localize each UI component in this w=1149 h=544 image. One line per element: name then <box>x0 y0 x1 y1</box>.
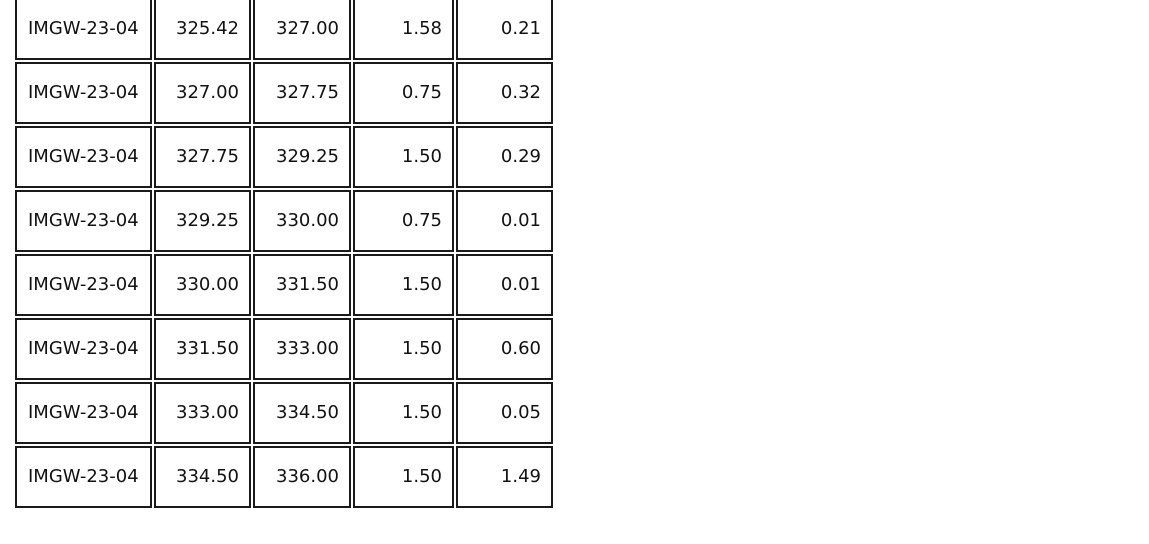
table-row: IMGW-23-04 327.75 329.25 1.50 0.29 <box>15 126 553 188</box>
hole-id-cell: IMGW-23-04 <box>15 254 152 316</box>
hole-id-cell: IMGW-23-04 <box>15 62 152 124</box>
hole-id-cell: IMGW-23-04 <box>15 190 152 252</box>
from-cell: 327.00 <box>154 62 251 124</box>
to-cell: 334.50 <box>253 382 351 444</box>
to-cell: 333.00 <box>253 318 351 380</box>
length-cell: 1.58 <box>353 0 454 60</box>
value-cell: 0.32 <box>456 62 553 124</box>
length-cell: 1.50 <box>353 446 454 508</box>
length-cell: 0.75 <box>353 62 454 124</box>
hole-id-cell: IMGW-23-04 <box>15 126 152 188</box>
from-cell: 327.75 <box>154 126 251 188</box>
value-cell: 0.01 <box>456 254 553 316</box>
value-cell: 0.05 <box>456 382 553 444</box>
to-cell: 330.00 <box>253 190 351 252</box>
value-cell: 1.49 <box>456 446 553 508</box>
from-cell: 334.50 <box>154 446 251 508</box>
hole-id-cell: IMGW-23-04 <box>15 382 152 444</box>
value-cell: 0.01 <box>456 190 553 252</box>
value-cell: 0.29 <box>456 126 553 188</box>
table-row: IMGW-23-04 325.42 327.00 1.58 0.21 <box>15 0 553 60</box>
to-cell: 327.75 <box>253 62 351 124</box>
table-row: IMGW-23-04 329.25 330.00 0.75 0.01 <box>15 190 553 252</box>
length-cell: 1.50 <box>353 254 454 316</box>
table-row: IMGW-23-04 333.00 334.50 1.50 0.05 <box>15 382 553 444</box>
value-cell: 0.60 <box>456 318 553 380</box>
length-cell: 0.75 <box>353 190 454 252</box>
table-row: IMGW-23-04 334.50 336.00 1.50 1.49 <box>15 446 553 508</box>
from-cell: 329.25 <box>154 190 251 252</box>
hole-id-cell: IMGW-23-04 <box>15 318 152 380</box>
hole-id-cell: IMGW-23-04 <box>15 0 152 60</box>
from-cell: 325.42 <box>154 0 251 60</box>
hole-id-cell: IMGW-23-04 <box>15 446 152 508</box>
from-cell: 331.50 <box>154 318 251 380</box>
length-cell: 1.50 <box>353 382 454 444</box>
length-cell: 1.50 <box>353 318 454 380</box>
to-cell: 336.00 <box>253 446 351 508</box>
from-cell: 333.00 <box>154 382 251 444</box>
table-row: IMGW-23-04 327.00 327.75 0.75 0.32 <box>15 62 553 124</box>
value-cell: 0.21 <box>456 0 553 60</box>
from-cell: 330.00 <box>154 254 251 316</box>
to-cell: 327.00 <box>253 0 351 60</box>
length-cell: 1.50 <box>353 126 454 188</box>
table-row: IMGW-23-04 330.00 331.50 1.50 0.01 <box>15 254 553 316</box>
data-table: IMGW-23-04 325.42 327.00 1.58 0.21 IMGW-23-04… <box>13 0 555 510</box>
to-cell: 331.50 <box>253 254 351 316</box>
to-cell: 329.25 <box>253 126 351 188</box>
table-row: IMGW-23-04 331.50 333.00 1.50 0.60 <box>15 318 553 380</box>
